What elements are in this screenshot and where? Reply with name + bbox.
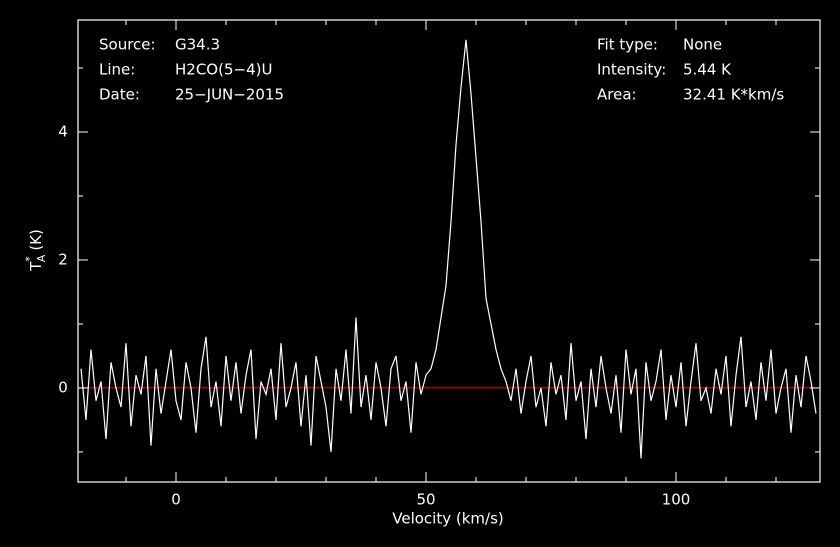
info-label: Source: <box>99 36 156 54</box>
spectrum-line <box>80 39 817 459</box>
info-value: 5.44 K <box>683 61 732 79</box>
info-label: Date: <box>99 86 140 104</box>
info-label: Area: <box>597 86 637 104</box>
info-value: 25−JUN−2015 <box>175 86 284 104</box>
plot-frame <box>77 19 821 483</box>
info-value: 32.41 K*km/s <box>683 86 784 104</box>
y-tick-label: 0 <box>58 378 68 396</box>
info-label: Intensity: <box>597 61 666 79</box>
x-tick-label: 100 <box>662 491 691 509</box>
y-label-symbol: T <box>27 261 45 272</box>
info-value: G34.3 <box>175 36 220 54</box>
y-axis-label: T*A (K) <box>23 229 48 272</box>
info-value: None <box>683 36 722 54</box>
y-label-unit: (K) <box>27 229 45 251</box>
info-label: Line: <box>99 61 135 79</box>
y-tick-label: 2 <box>58 250 68 268</box>
x-axis-label: Velocity (km/s) <box>392 510 503 528</box>
y-label-sub: A <box>35 254 48 262</box>
info-label: Fit type: <box>597 36 658 54</box>
info-value: H2CO(5−4)U <box>175 61 272 79</box>
y-tick-label: 4 <box>58 122 68 140</box>
x-tick-label: 50 <box>416 491 435 509</box>
y-label-sup: * <box>23 256 36 262</box>
x-tick-label: 0 <box>171 491 181 509</box>
